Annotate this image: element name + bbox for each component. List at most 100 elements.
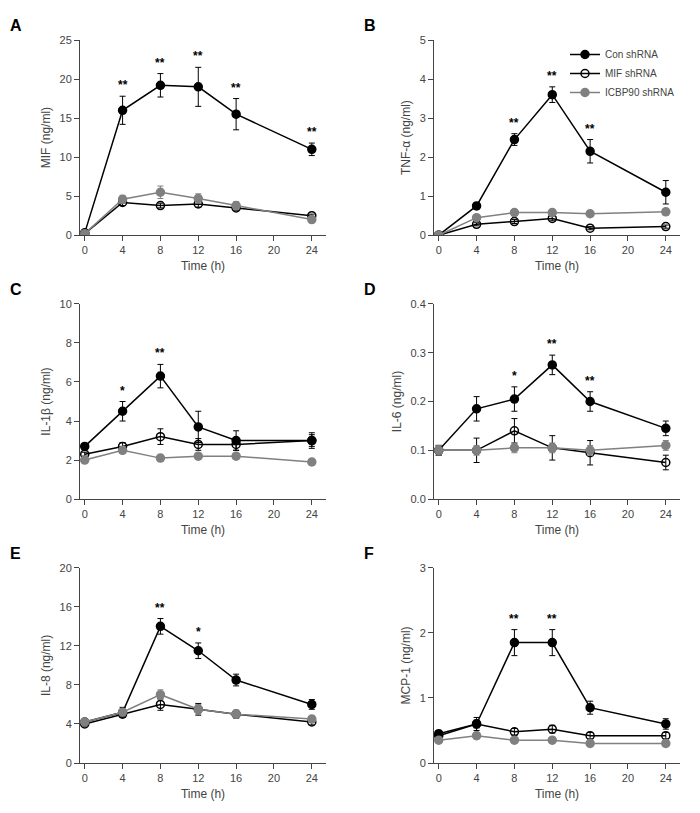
- svg-text:8: 8: [157, 244, 163, 256]
- svg-text:24: 24: [306, 772, 318, 784]
- svg-text:4: 4: [474, 244, 480, 256]
- svg-text:A: A: [10, 17, 22, 34]
- svg-text:24: 24: [660, 772, 672, 784]
- svg-text:5: 5: [420, 34, 426, 46]
- svg-text:0.4: 0.4: [411, 298, 426, 310]
- svg-text:**: **: [547, 337, 557, 351]
- svg-text:15: 15: [60, 112, 72, 124]
- svg-text:3: 3: [420, 112, 426, 124]
- svg-text:8: 8: [157, 508, 163, 520]
- svg-text:12: 12: [60, 640, 72, 652]
- svg-text:**: **: [231, 81, 241, 95]
- svg-text:**: **: [307, 125, 317, 139]
- svg-text:20: 20: [268, 244, 280, 256]
- svg-text:24: 24: [306, 508, 318, 520]
- svg-text:0.3: 0.3: [411, 347, 426, 359]
- svg-text:12: 12: [546, 508, 558, 520]
- svg-text:4: 4: [120, 508, 126, 520]
- svg-text:12: 12: [192, 508, 204, 520]
- svg-text:MIF (ng/ml): MIF (ng/ml): [39, 107, 53, 168]
- svg-text:2: 2: [66, 454, 72, 466]
- svg-text:16: 16: [584, 772, 596, 784]
- svg-text:12: 12: [192, 244, 204, 256]
- svg-text:**: **: [547, 612, 557, 626]
- svg-text:8: 8: [66, 679, 72, 691]
- svg-text:0: 0: [82, 772, 88, 784]
- svg-text:4: 4: [120, 244, 126, 256]
- svg-text:4: 4: [420, 73, 426, 85]
- svg-text:**: **: [585, 374, 595, 388]
- svg-text:**: **: [509, 116, 519, 130]
- svg-text:**: **: [155, 601, 165, 615]
- svg-text:0: 0: [66, 493, 72, 505]
- svg-text:Con shRNA: Con shRNA: [605, 49, 658, 60]
- svg-text:8: 8: [511, 772, 517, 784]
- svg-text:10: 10: [60, 151, 72, 163]
- svg-text:**: **: [118, 78, 128, 92]
- svg-text:*: *: [512, 369, 517, 383]
- svg-text:E: E: [10, 545, 21, 562]
- svg-text:8: 8: [157, 772, 163, 784]
- svg-text:TNF-α (ng/ml): TNF-α (ng/ml): [399, 100, 413, 175]
- svg-text:5: 5: [66, 190, 72, 202]
- svg-text:24: 24: [306, 244, 318, 256]
- svg-text:20: 20: [622, 508, 634, 520]
- svg-text:0: 0: [82, 508, 88, 520]
- svg-text:1: 1: [420, 692, 426, 704]
- svg-text:16: 16: [60, 601, 72, 613]
- svg-text:8: 8: [511, 244, 517, 256]
- svg-text:8: 8: [511, 508, 517, 520]
- svg-text:F: F: [364, 545, 374, 562]
- svg-text:24: 24: [660, 244, 672, 256]
- svg-text:0: 0: [66, 757, 72, 769]
- svg-text:16: 16: [584, 508, 596, 520]
- svg-text:24: 24: [660, 508, 672, 520]
- svg-text:16: 16: [230, 772, 242, 784]
- svg-text:16: 16: [584, 244, 596, 256]
- svg-text:16: 16: [230, 244, 242, 256]
- svg-text:MCP-1 (ng/ml): MCP-1 (ng/ml): [399, 626, 413, 704]
- svg-text:12: 12: [546, 772, 558, 784]
- svg-text:0.2: 0.2: [411, 395, 426, 407]
- svg-text:Time (h): Time (h): [535, 259, 579, 273]
- svg-text:**: **: [155, 346, 165, 360]
- svg-text:4: 4: [474, 508, 480, 520]
- svg-text:C: C: [10, 281, 22, 298]
- svg-text:*: *: [120, 384, 125, 398]
- svg-text:20: 20: [268, 508, 280, 520]
- svg-text:Time (h): Time (h): [181, 787, 225, 801]
- svg-text:Time (h): Time (h): [535, 523, 579, 537]
- svg-text:4: 4: [120, 772, 126, 784]
- svg-text:25: 25: [60, 34, 72, 46]
- svg-text:16: 16: [230, 508, 242, 520]
- svg-text:2: 2: [420, 151, 426, 163]
- svg-text:6: 6: [66, 376, 72, 388]
- svg-text:*: *: [196, 625, 201, 639]
- svg-text:0: 0: [420, 229, 426, 241]
- svg-text:Time (h): Time (h): [181, 259, 225, 273]
- svg-text:**: **: [509, 612, 519, 626]
- svg-text:0: 0: [436, 508, 442, 520]
- svg-text:20: 20: [622, 772, 634, 784]
- svg-text:10: 10: [60, 298, 72, 310]
- svg-text:0: 0: [420, 757, 426, 769]
- svg-text:12: 12: [546, 244, 558, 256]
- svg-text:Time (h): Time (h): [181, 523, 225, 537]
- svg-text:20: 20: [622, 244, 634, 256]
- svg-text:D: D: [364, 281, 376, 298]
- svg-text:8: 8: [66, 337, 72, 349]
- svg-text:2: 2: [420, 627, 426, 639]
- svg-text:0.0: 0.0: [411, 493, 426, 505]
- svg-text:20: 20: [268, 772, 280, 784]
- svg-text:0: 0: [436, 244, 442, 256]
- svg-text:MIF shRNA: MIF shRNA: [605, 68, 657, 79]
- svg-text:IL-6 (ng/ml): IL-6 (ng/ml): [390, 371, 404, 432]
- svg-text:3: 3: [420, 562, 426, 574]
- svg-text:4: 4: [66, 718, 72, 730]
- svg-text:**: **: [547, 69, 557, 83]
- svg-text:**: **: [193, 49, 203, 63]
- svg-text:IL-1β (ng/ml): IL-1β (ng/ml): [39, 367, 53, 435]
- svg-text:**: **: [155, 56, 165, 70]
- svg-text:20: 20: [60, 73, 72, 85]
- svg-text:B: B: [364, 17, 376, 34]
